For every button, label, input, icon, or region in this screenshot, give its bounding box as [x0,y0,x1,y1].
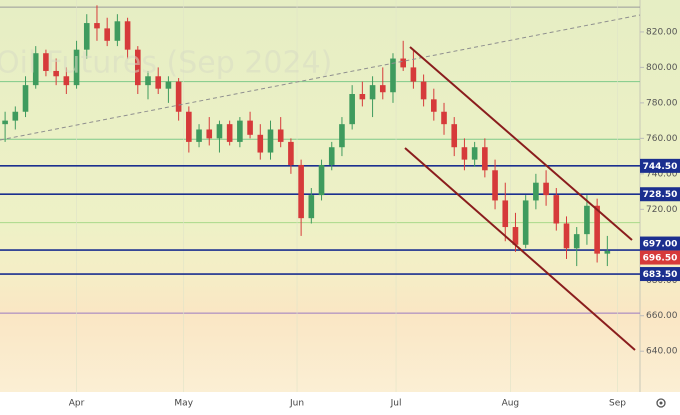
candle-body [379,85,386,93]
y-tick-label: 800.00 [646,63,678,73]
candle-body [359,94,366,100]
candle-body [502,200,509,228]
candle-body [175,81,182,112]
candle-body [134,49,141,86]
y-tick-label: 740.00 [646,169,678,179]
y-tick-label: 640.00 [646,347,678,357]
candle-body [73,49,80,86]
candle-body [165,81,172,89]
price-label: 744.50 [643,162,678,172]
candle-body [339,124,345,148]
candle-body [32,53,39,86]
candle-body [328,147,335,165]
candle-body [584,205,590,235]
price-label-box [640,236,680,251]
price-label-box [640,267,680,282]
candle-body [308,195,315,219]
candle-body [563,223,570,249]
candle-body [104,28,110,41]
candle-body [431,99,437,112]
candle-body [196,129,202,142]
x-tick-label: Jul [390,399,402,409]
plot-background [0,0,680,392]
candle-body [186,111,192,142]
marks [0,0,640,392]
price-label: 697.00 [643,240,678,250]
x-axis-background [0,392,680,415]
candle-body [216,124,223,139]
x-tick-label: Sep [609,399,626,409]
x-tick-label: May [174,399,193,409]
price-label: 683.50 [643,270,678,280]
candle-body [298,164,304,219]
candle-body [522,200,529,245]
price-label-box [640,187,680,202]
candle-body [114,21,121,41]
candle-body [369,85,376,100]
candle-body [83,23,90,50]
candle-body [22,85,29,112]
x-tick-label: Aug [502,399,520,409]
y-tick-label: 660.00 [646,311,678,321]
candle-body [461,147,468,160]
candle-body [288,141,294,165]
channel-upper [409,46,633,241]
settings-icon[interactable] [656,398,666,408]
candle-body [573,234,580,249]
candle-body [53,70,59,77]
candle-body [349,94,355,125]
trend-line [0,14,641,141]
x-tick-label: Jun [289,399,304,409]
price-label-box [640,250,680,265]
candle-body [43,53,49,71]
candle-body [410,67,417,82]
candle-body [226,124,233,142]
price-label-box [640,158,680,173]
candle-body [2,120,8,125]
candle-body [451,124,458,148]
candle-body [543,182,549,196]
price-label: 728.50 [643,190,678,200]
candle-body [267,129,274,153]
y-tick-label: 720.00 [646,205,678,215]
candle-body [400,58,406,68]
watermark: Oil Futures (Sep 2024) [0,46,332,81]
channel-lower [404,147,636,351]
candle-body [492,170,498,201]
candle-body [420,81,427,100]
candle-body [471,147,478,160]
candle-body [12,111,19,121]
candle-body [155,76,162,89]
price-label: 696.50 [643,254,678,264]
candle-body [124,21,131,50]
candle-body [237,120,243,142]
y-tick-label: 780.00 [646,98,678,108]
candle-body [533,182,539,201]
candle-body [512,227,519,245]
candle-body [247,120,253,135]
candle-body [594,205,600,254]
candle-body [553,195,560,224]
x-tick-label: Apr [69,399,85,409]
candle-body [482,147,488,171]
y-tick-label: 760.00 [646,134,678,144]
candle-body [94,23,100,29]
candle-body [604,250,611,254]
candle-body [441,111,447,125]
candle-body [390,58,396,93]
candle-body [63,76,70,86]
candle-body [145,76,151,86]
candle-body [318,164,325,196]
y-tick-label: 820.00 [646,27,678,37]
candle-body [257,134,264,153]
candle-body [277,129,284,142]
candle-body [206,129,213,139]
